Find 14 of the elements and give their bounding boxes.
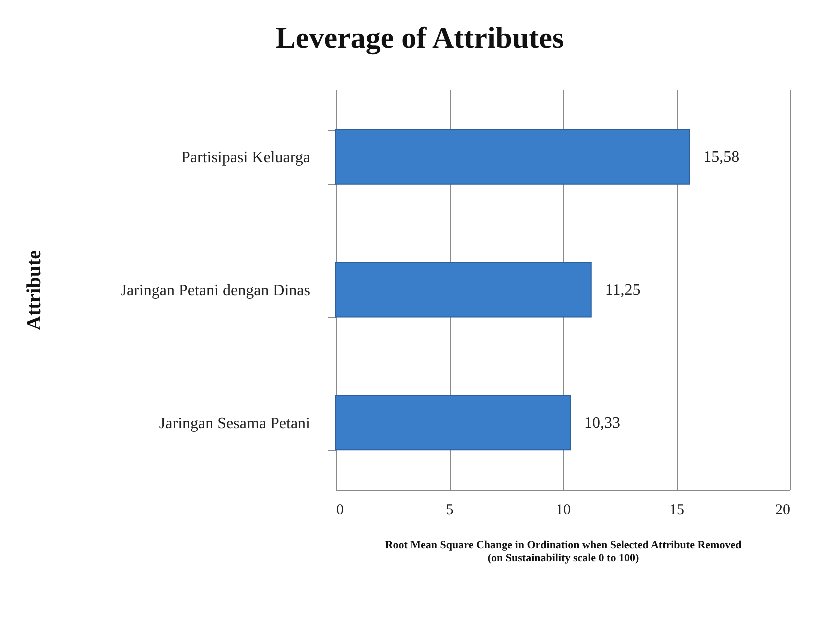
chart-title: Leverage of Attributes	[276, 22, 564, 55]
x-axis-title: Root Mean Square Change in Ordination when Selected Attribute Removed (on Sustainability scale 0 to 100)	[385, 540, 742, 564]
x-tick-label: 10	[556, 502, 571, 518]
data-label: 10,33	[584, 414, 620, 432]
y-tick-label: Jaringan Petani dengan Dinas	[120, 282, 310, 300]
y-tick-label: Partisipasi Keluarga	[181, 150, 310, 167]
y-axis-title: Attribute	[24, 250, 46, 330]
x-tick-label: 15	[670, 502, 684, 518]
x-tick-label: 20	[776, 502, 790, 518]
data-label: 11,25	[605, 282, 641, 299]
x-tick-label: 5	[446, 502, 454, 518]
y-tick-label: Jaringan Sesama Petani	[159, 415, 312, 432]
data-label: 15,58	[704, 149, 740, 166]
x-tick-label: 0	[336, 502, 344, 518]
